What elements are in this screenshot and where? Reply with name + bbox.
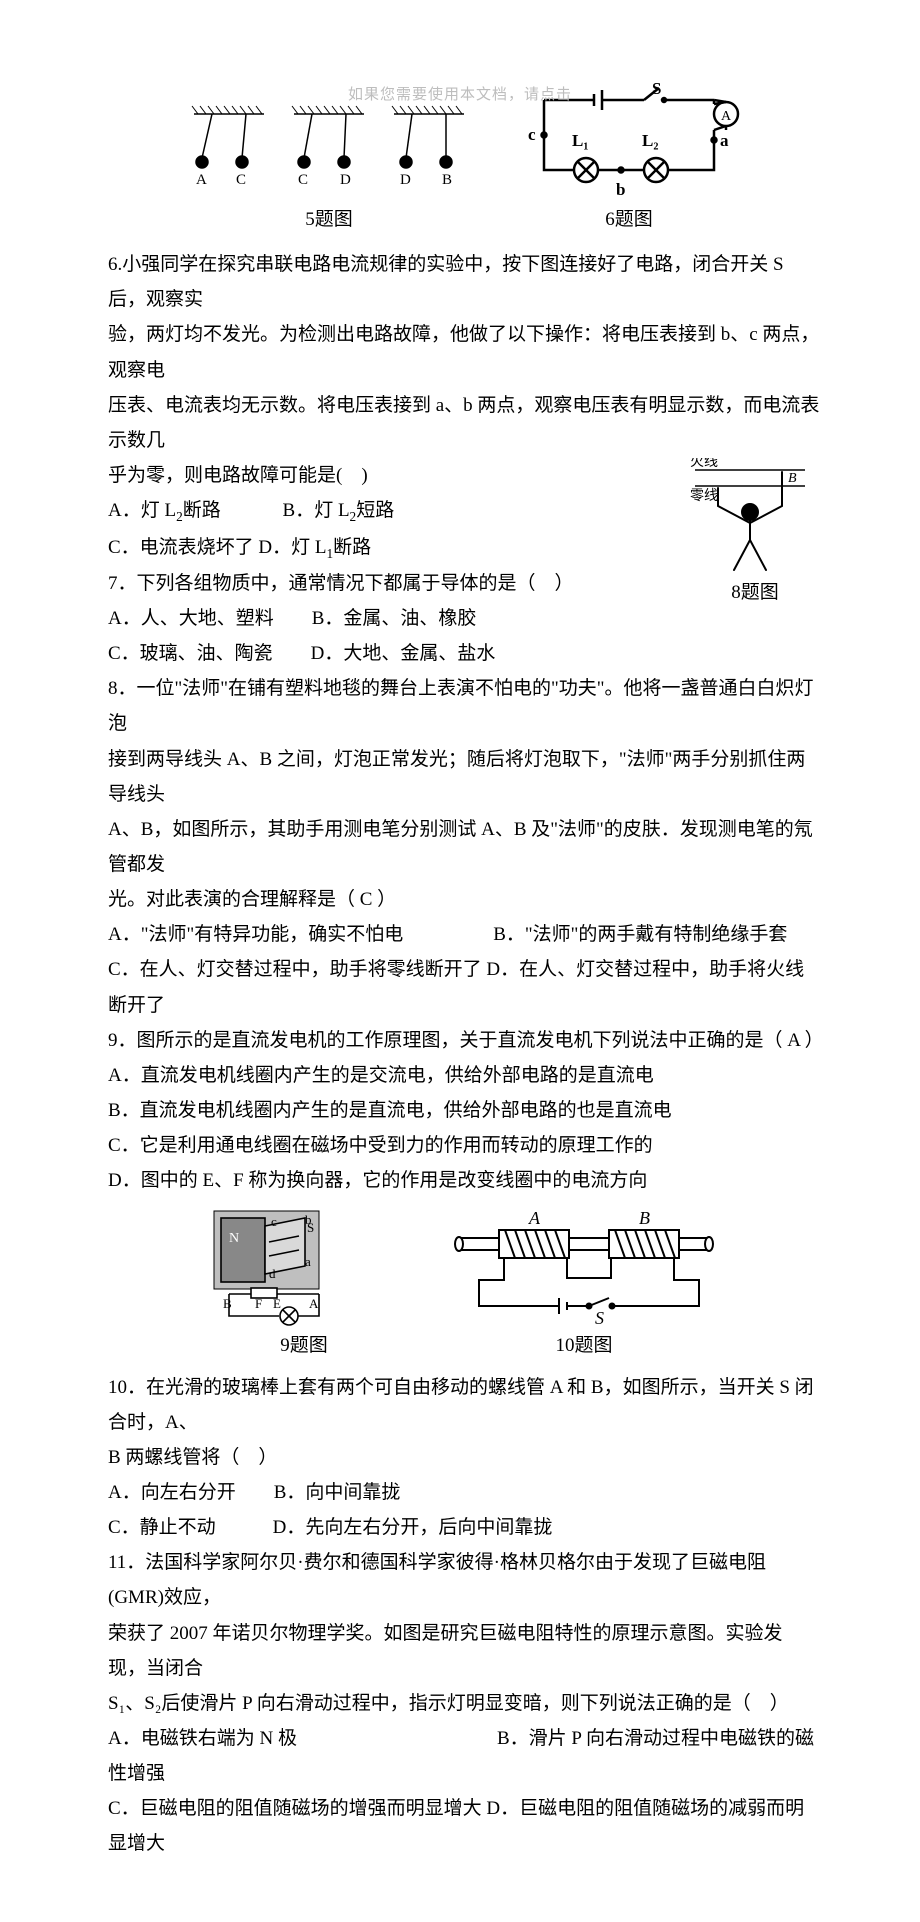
svg-text:零线: 零线	[690, 488, 718, 504]
svg-text:B: B	[442, 172, 452, 188]
q6-stem: 验，两灯均不发光。为检测出电路故障，他做了以下操作：将电压表接到 b、c 两点，…	[108, 317, 820, 387]
figure-8-caption: 8题图	[690, 575, 820, 610]
svg-text:a: a	[720, 131, 729, 150]
figure-9: N BF EA S cd ab 9题图	[209, 1206, 399, 1363]
q11-stem: 荣获了 2007 年诺贝尔物理学奖。如图是研究巨磁电阻特性的原理示意图。实验发现…	[108, 1616, 820, 1686]
svg-text:C: C	[298, 172, 308, 188]
svg-text:b: b	[305, 1212, 312, 1227]
svg-text:S: S	[595, 1308, 604, 1326]
svg-text:a: a	[305, 1254, 311, 1269]
svg-text:A: A	[196, 172, 207, 188]
q8-stem: 接到两导线头 A、B 之间，灯泡正常发光；随后将灯泡取下，"法师"两手分别抓住两…	[108, 742, 820, 812]
solenoid-diagram: A B S	[449, 1206, 719, 1326]
q9-stem: 9．图所示的是直流发电机的工作原理图，关于直流发电机下列说法中正确的是（ A ）	[108, 1023, 820, 1058]
figure-9-caption: 9题图	[209, 1328, 399, 1363]
svg-text:A: A	[721, 109, 732, 124]
svg-text:C: C	[236, 172, 246, 188]
q9-option-c: C．它是利用通电线圈在磁场中受到力的作用而转动的原理工作的	[108, 1128, 820, 1163]
svg-text:A: A	[309, 1296, 319, 1311]
q10-stem: B 两螺线管将（ ）	[108, 1440, 820, 1475]
dc-generator-diagram: N BF EA S cd ab	[209, 1206, 399, 1326]
q11-stem: 11．法国科学家阿尔贝·费尔和德国科学家彼得·格林贝格尔由于发现了巨磁电阻(GM…	[108, 1545, 820, 1615]
svg-text:L₁: L₁	[572, 131, 588, 150]
q9-option-d: D．图中的 E、F 称为换向器，它的作用是改变线圈中的电流方向	[108, 1163, 820, 1198]
figure-row-mid: N B F E A S c d a b 9题图	[108, 1206, 820, 1363]
q8-options-ab: A．"法师"有特异功能，确实不怕电B．"法师"的两手戴有特制绝缘手套	[108, 917, 820, 952]
svg-text:c: c	[271, 1214, 277, 1229]
pendulum-diagram: AC CD DB	[184, 100, 474, 200]
svg-text:A: A	[528, 1208, 541, 1228]
q11-options-ab: A．电磁铁右端为 N 极B．滑片 P 向右滑动过程中电磁铁的磁性增强	[108, 1721, 820, 1791]
svg-text:E: E	[273, 1296, 281, 1311]
figure-8: 火线 零线 B 8题图	[690, 458, 820, 610]
svg-text:B: B	[223, 1296, 232, 1311]
q6-stem: 6.小强同学在探究串联电路电流规律的实验中，按下图连接好了电路，闭合开关 S 后…	[108, 247, 820, 317]
q9-option-b: B．直流发电机线圈内产生的是直流电，供给外部电路的也是直流电	[108, 1093, 820, 1128]
q8-options-cd: C．在人、灯交替过程中，助手将零线断开了 D．在人、灯交替过程中，助手将火线断开…	[108, 952, 820, 1022]
svg-text:N: N	[229, 1231, 239, 1246]
q11-options-cd: C．巨磁电阻的阻值随磁场的增强而明显增大 D．巨磁电阻的阻值随磁场的减弱而明显增…	[108, 1791, 820, 1861]
svg-text:火线: 火线	[690, 458, 718, 470]
svg-text:B: B	[788, 471, 797, 486]
svg-text:F: F	[255, 1296, 262, 1311]
svg-text:c: c	[528, 125, 536, 144]
q10-options-cd: C．静止不动 D．先向左右分开，后向中间靠拢	[108, 1510, 820, 1545]
figure-5: A C C D D B 5题图	[184, 100, 474, 237]
q6-stem: 压表、电流表均无示数。将电压表接到 a、b 两点，观察电压表有明显示数，而电流表…	[108, 388, 820, 458]
figure-10-caption: 10题图	[449, 1328, 719, 1363]
q8-stem: 8．一位"法师"在铺有塑料地毯的舞台上表演不怕电的"功夫"。他将一盏普通白白炽灯…	[108, 671, 820, 741]
figure-5-caption: 5题图	[184, 202, 474, 237]
figure-10: A B S 10题图	[449, 1206, 719, 1363]
q10-options-ab: A．向左右分开 B．向中间靠拢	[108, 1475, 820, 1510]
svg-text:d: d	[269, 1266, 276, 1281]
q9-option-a: A．直流发电机线圈内产生的是交流电，供给外部电路的是直流电	[108, 1058, 820, 1093]
electrician-diagram: 火线 零线 B	[690, 458, 810, 573]
svg-text:D: D	[400, 172, 411, 188]
q10-stem: 10．在光滑的玻璃棒上套有两个可自由移动的螺线管 A 和 B，如图所示，当开关 …	[108, 1370, 820, 1440]
svg-text:b: b	[616, 180, 625, 199]
svg-text:L₂: L₂	[642, 131, 658, 150]
q8-stem: A、B，如图所示，其助手用测电笔分别测试 A、B 及"法师"的皮肤．发现测电笔的…	[108, 812, 820, 882]
q8-stem: 光。对此表演的合理解释是（ C ）	[108, 882, 820, 917]
svg-text:D: D	[340, 172, 351, 188]
q7-options-cd: C．玻璃、油、陶瓷 D．大地、金属、盐水	[108, 636, 820, 671]
q11-stem: S₁、S₂后使滑片 P 向右滑动过程中，指示灯明显变暗，则下列说法正确的是（ ）	[108, 1686, 820, 1721]
svg-text:B: B	[639, 1208, 650, 1228]
figure-6-caption: 6题图	[514, 202, 744, 237]
watermark-text: 如果您需要使用本文档，请点击	[0, 82, 920, 110]
